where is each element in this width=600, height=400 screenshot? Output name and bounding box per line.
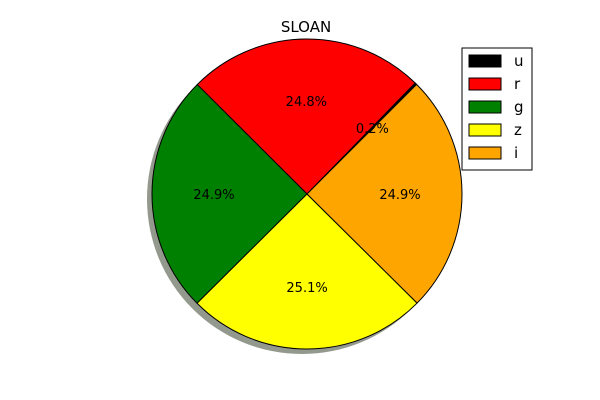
pct-label-z: 25.1% <box>286 281 327 296</box>
pct-label-r: 24.8% <box>286 95 327 110</box>
legend-label-g: g <box>514 98 524 116</box>
pct-label-i: 24.9% <box>379 188 420 203</box>
legend-swatch-g <box>468 100 502 114</box>
pie-percent-labels: 0.2% 24.8% 24.9% 25.1% 24.9% <box>193 95 420 296</box>
legend-label-u: u <box>514 52 524 70</box>
legend-swatch-r <box>468 77 502 91</box>
legend-label-z: z <box>514 121 522 139</box>
pie-slice-g <box>151 84 308 304</box>
legend-swatch-i <box>468 146 502 160</box>
pie-slice-i <box>306 83 463 304</box>
chart-title: SLOAN <box>281 18 331 36</box>
pie-slice-r <box>196 38 416 195</box>
pct-label-u: 0.2% <box>356 122 389 137</box>
pie-slices <box>151 38 463 350</box>
legend-swatch-u <box>468 54 502 68</box>
legend-label-i: i <box>514 144 518 162</box>
pct-label-g: 24.9% <box>193 188 234 203</box>
legend-label-r: r <box>514 75 521 93</box>
legend-swatch-z <box>468 123 502 137</box>
pie-slice-z <box>196 193 418 350</box>
